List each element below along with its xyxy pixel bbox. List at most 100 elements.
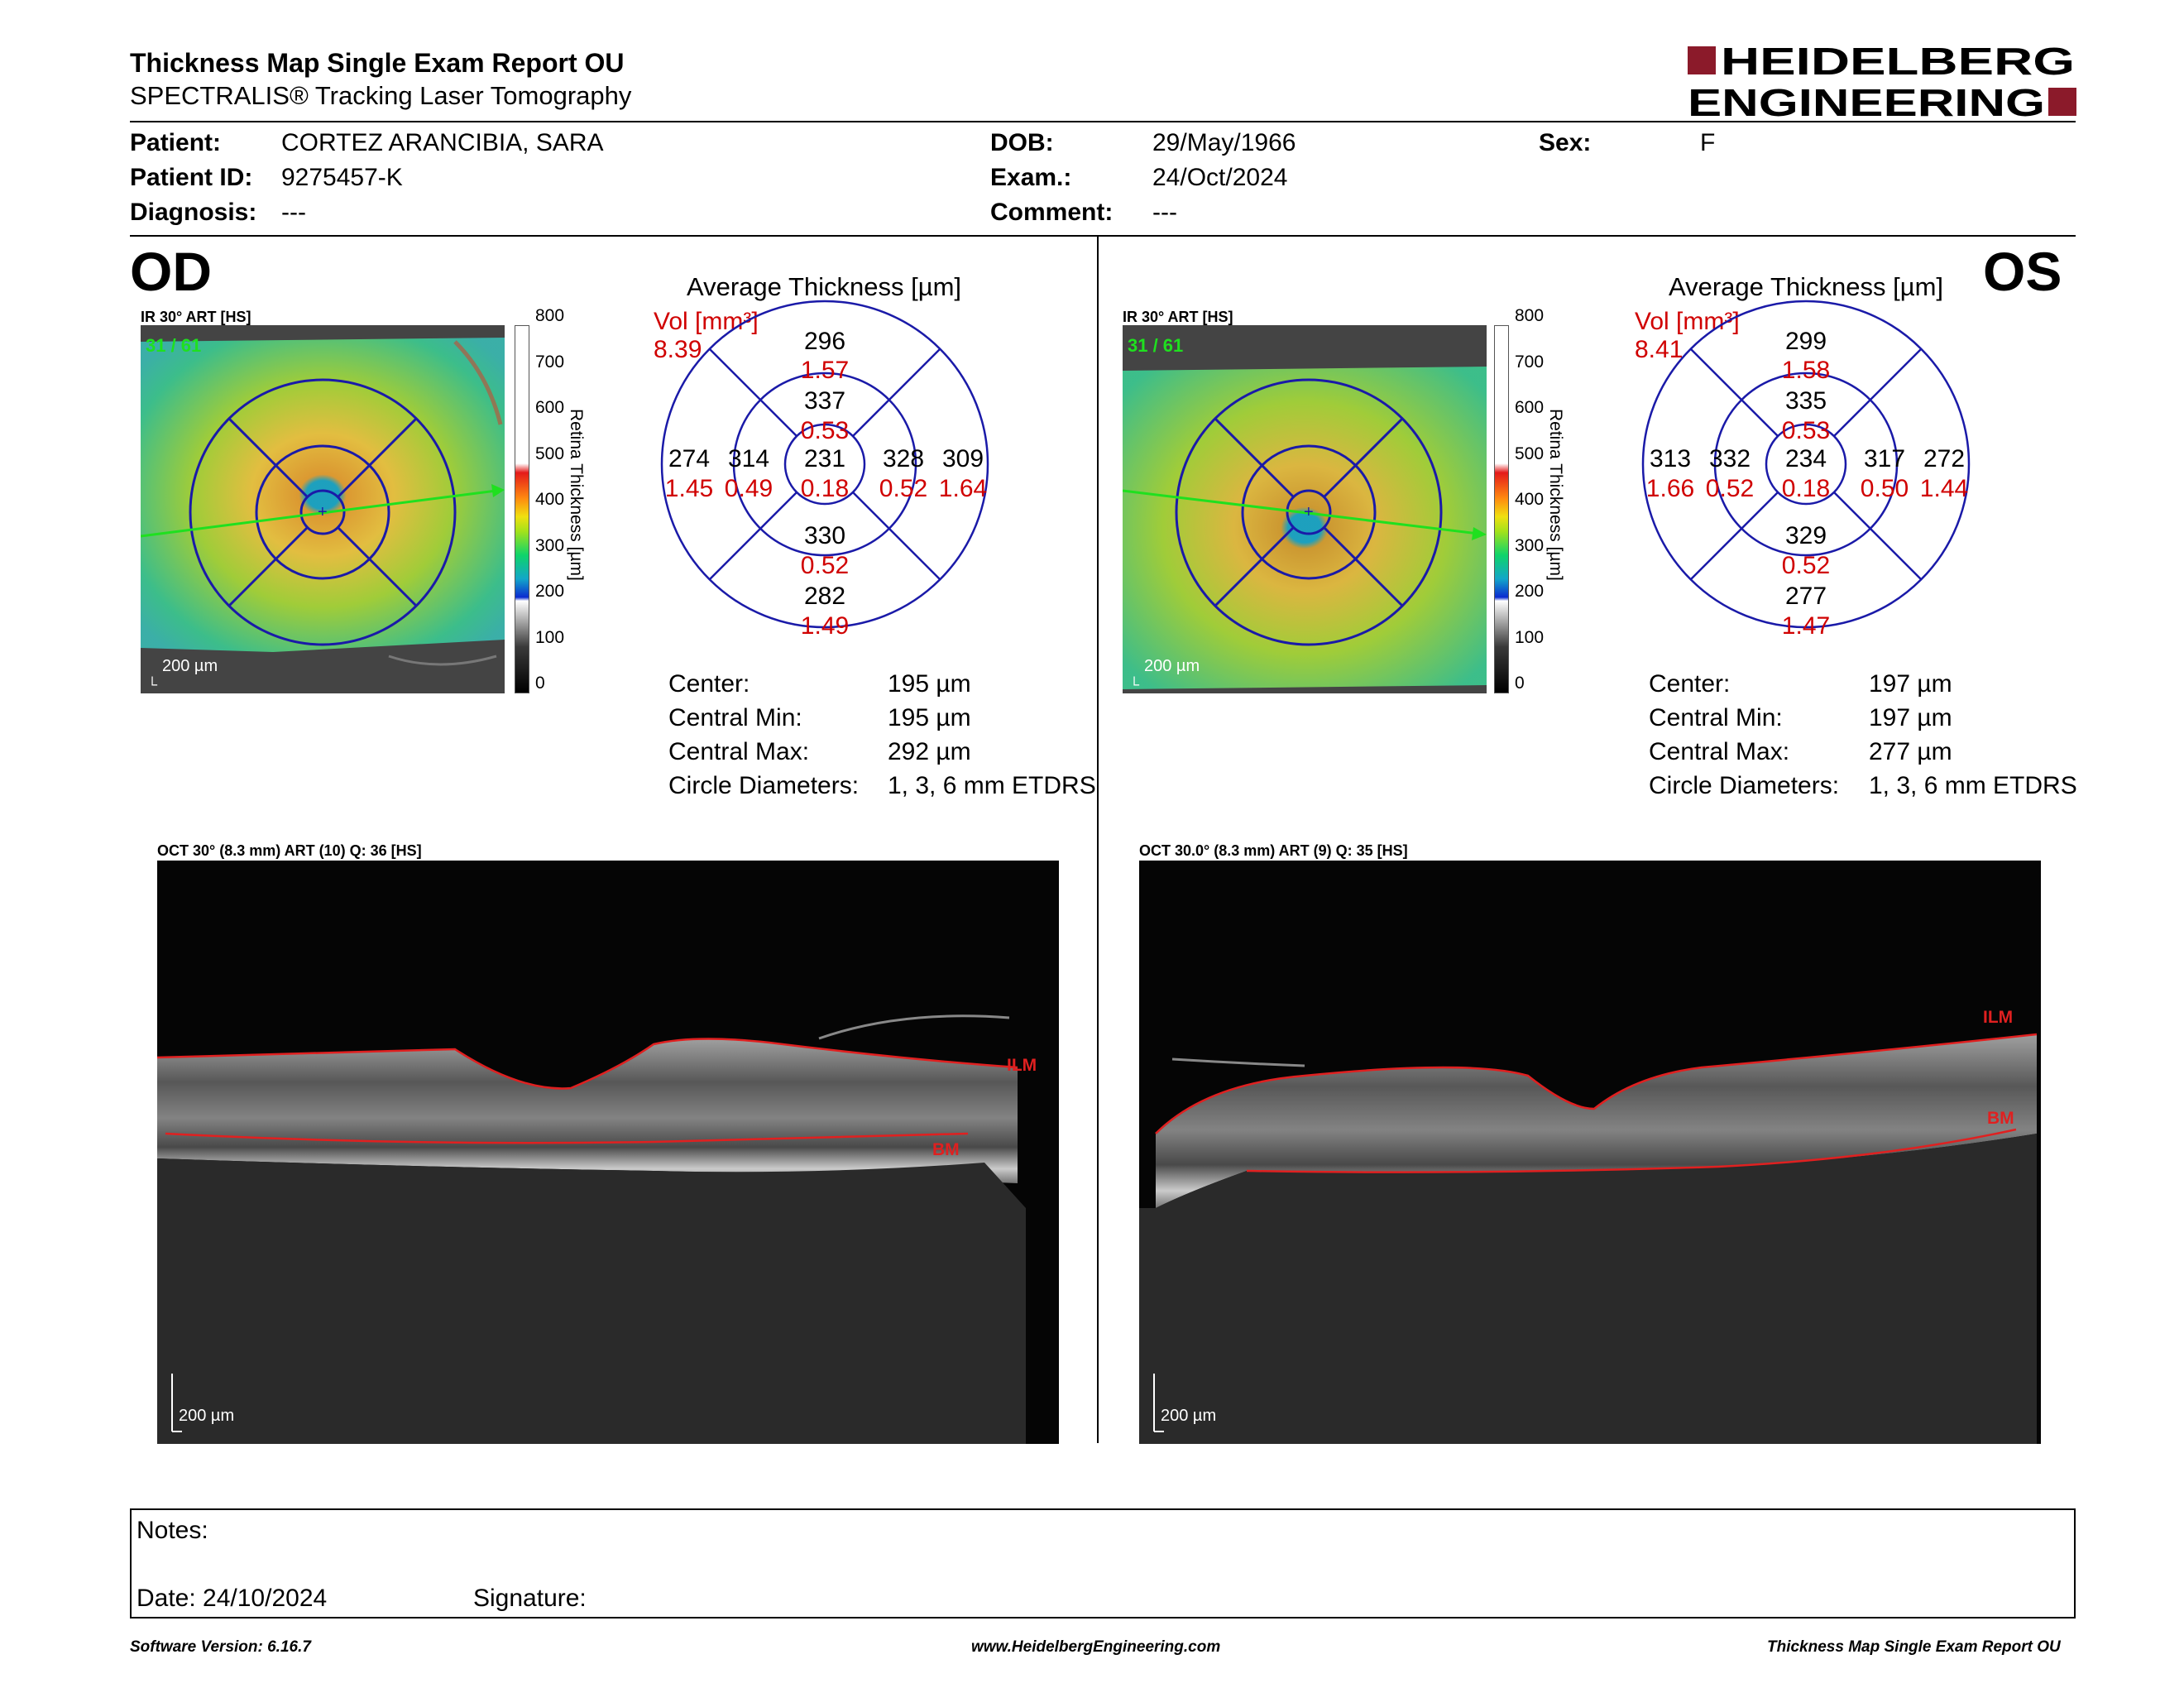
os-etdrs-bot-i: 329 xyxy=(1784,522,1827,549)
od-etdrs-bot-i: 330 xyxy=(803,522,846,549)
os-ir-scale: 200 µm xyxy=(1144,657,1200,675)
od-oct-scale: 200 µm xyxy=(179,1407,235,1425)
od-etdrs-right-i: 328 xyxy=(882,445,925,472)
os-colorbar-title: Retina Thickness [µm] xyxy=(1546,409,1565,581)
os-colorbar-tick: 400 xyxy=(1515,490,1545,509)
sex-value: F xyxy=(1700,129,1716,156)
od-diam-label: Circle Diameters: xyxy=(668,772,860,799)
od-etdrs-right-o: 309 xyxy=(941,445,984,472)
os-etdrs-right-i-v: 0.50 xyxy=(1860,475,1909,502)
os-ir-label: IR 30° ART [HS] xyxy=(1123,309,1233,325)
od-center-value: 195 µm xyxy=(888,670,971,698)
os-colorbar-tick: 100 xyxy=(1515,627,1545,647)
od-colorbar-tick: 400 xyxy=(535,490,565,509)
os-avg-thickness-title: Average Thickness [µm] xyxy=(1669,272,1944,301)
os-eye-label: OS xyxy=(1983,241,2062,302)
od-min-value: 195 µm xyxy=(888,704,971,731)
os-etdrs-top-i-v: 0.53 xyxy=(1781,417,1831,444)
os-etdrs-bot-o: 277 xyxy=(1784,583,1827,610)
od-diam-value: 1, 3, 6 mm ETDRS xyxy=(888,772,1096,799)
os-etdrs-left-o: 313 xyxy=(1649,445,1692,472)
diagnosis-label: Diagnosis: xyxy=(130,199,257,226)
od-etdrs-top-i: 337 xyxy=(803,387,846,415)
logo-line1: HEIDELBERG xyxy=(1721,43,2075,83)
od-etdrs-right-o-v: 1.64 xyxy=(938,475,988,502)
os-colorbar-tick: 300 xyxy=(1515,535,1545,555)
od-ilm-label: ILM xyxy=(1007,1056,1037,1075)
patient-id: 9275457-K xyxy=(281,164,403,191)
eye-divider xyxy=(1097,237,1099,1443)
od-center-label: Center: xyxy=(668,670,750,698)
os-etdrs-top-o: 299 xyxy=(1784,328,1827,355)
od-colorbar-tick: 0 xyxy=(535,674,545,693)
os-etdrs-right-o-v: 1.44 xyxy=(1919,475,1969,502)
os-etdrs-bot-i-v: 0.52 xyxy=(1781,552,1831,579)
os-min-value: 197 µm xyxy=(1869,704,1952,731)
svg-text:└: └ xyxy=(1129,676,1140,693)
od-colorbar-tick: 300 xyxy=(535,535,565,555)
logo-line2: ENGINEERING xyxy=(1688,81,2045,119)
od-colorbar-tick: 800 xyxy=(535,306,565,325)
od-etdrs-top-o-v: 1.57 xyxy=(800,357,850,384)
os-ilm-label: ILM xyxy=(1983,1008,2014,1027)
od-etdrs-c-v: 0.18 xyxy=(800,475,850,502)
os-etdrs-left-i: 332 xyxy=(1708,445,1751,472)
os-vol-label: Vol [mm³] xyxy=(1635,308,1740,335)
notes-box[interactable]: Notes: Date: 24/10/2024 Signature: xyxy=(130,1508,2076,1618)
os-center-value: 197 µm xyxy=(1869,670,1952,698)
os-diam-label: Circle Diameters: xyxy=(1649,772,1840,799)
od-etdrs-left-o: 274 xyxy=(668,445,711,472)
os-thickness-colorbar xyxy=(1494,325,1509,693)
exam-value: 24/Oct/2024 xyxy=(1152,164,1288,191)
footer-report-name: Thickness Map Single Exam Report OU xyxy=(1767,1638,2061,1656)
od-etdrs-grid xyxy=(660,300,989,629)
od-colorbar-tick: 600 xyxy=(535,398,565,417)
heidelberg-logo: HEIDELBERG ENGINEERING xyxy=(1688,43,2076,119)
os-etdrs-c: 234 xyxy=(1784,445,1827,472)
company-url[interactable]: www.HeidelbergEngineering.com xyxy=(971,1638,1221,1656)
dob-label: DOB: xyxy=(990,129,1054,156)
od-etdrs-left-i-v: 0.49 xyxy=(724,475,774,502)
od-max-label: Central Max: xyxy=(668,738,810,765)
os-etdrs-bot-o-v: 1.47 xyxy=(1781,612,1831,640)
os-colorbar-tick: 500 xyxy=(1515,444,1545,463)
comment-label: Comment: xyxy=(990,199,1114,226)
od-colorbar-tick: 100 xyxy=(535,627,565,647)
os-diam-value: 1, 3, 6 mm ETDRS xyxy=(1869,772,2077,799)
signature-label: Signature: xyxy=(473,1585,587,1612)
os-etdrs-left-o-v: 1.66 xyxy=(1645,475,1695,502)
od-colorbar-tick: 200 xyxy=(535,582,565,601)
exam-label: Exam.: xyxy=(990,164,1072,191)
patient-id-label: Patient ID: xyxy=(130,164,253,191)
patient-name: CORTEZ ARANCIBIA, SARA xyxy=(281,129,604,156)
od-ir-scale: 200 µm xyxy=(162,657,218,675)
os-max-value: 277 µm xyxy=(1869,738,1952,765)
od-etdrs-c: 231 xyxy=(803,445,846,472)
comment-value: --- xyxy=(1152,199,1177,226)
od-avg-thickness-title: Average Thickness [µm] xyxy=(687,272,962,301)
patient-label: Patient: xyxy=(130,129,222,156)
os-colorbar-tick: 700 xyxy=(1515,352,1545,372)
report-title: Thickness Map Single Exam Report OU xyxy=(130,48,625,78)
os-etdrs-top-o-v: 1.58 xyxy=(1781,357,1831,384)
os-ir-thickness-image: + └ 31 / 61 200 µm xyxy=(1123,325,1487,693)
sex-label: Sex: xyxy=(1539,129,1592,156)
os-oct-scale: 200 µm xyxy=(1161,1407,1217,1425)
os-etdrs-c-v: 0.18 xyxy=(1781,475,1831,502)
svg-text:└: └ xyxy=(147,676,158,693)
od-etdrs-top-i-v: 0.53 xyxy=(800,417,850,444)
os-colorbar-tick: 200 xyxy=(1515,582,1545,601)
od-eye-label: OD xyxy=(130,241,212,302)
os-oct-bscan: ILM BM 200 µm xyxy=(1139,861,2041,1444)
od-etdrs-top-o: 296 xyxy=(803,328,846,355)
od-etdrs-left-i: 314 xyxy=(727,445,770,472)
dob-value: 29/May/1966 xyxy=(1152,129,1296,156)
od-colorbar-title: Retina Thickness [µm] xyxy=(567,409,586,581)
od-etdrs-bot-o-v: 1.49 xyxy=(800,612,850,640)
software-version: Software Version: 6.16.7 xyxy=(130,1638,311,1656)
od-bm-label: BM xyxy=(932,1140,960,1159)
od-vol-label: Vol [mm³] xyxy=(654,308,759,335)
od-vol-value: 8.39 xyxy=(654,336,702,363)
diagnosis-value: --- xyxy=(281,199,306,226)
notes-label: Notes: xyxy=(136,1517,208,1544)
